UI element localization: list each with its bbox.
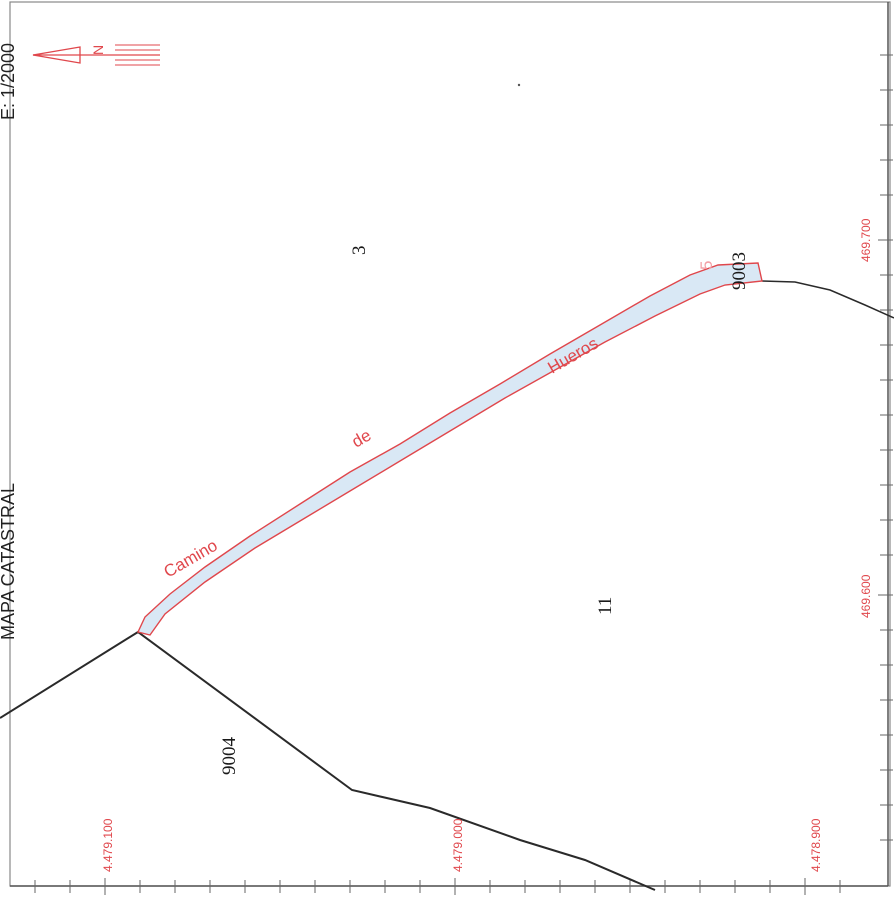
road-polygon — [137, 262, 763, 636]
north-arrow-icon: N — [32, 44, 160, 66]
map-title: MAPA CATASTRAL — [0, 483, 18, 640]
north-label: N — [90, 45, 106, 55]
map-dot — [517, 83, 521, 87]
parcel-label-9004: 9004 — [219, 737, 240, 776]
parcel-label-11: 11 — [595, 597, 616, 615]
coord-right-2: 469.600 — [859, 574, 873, 618]
coord-bottom-2: 4.479.000 — [451, 818, 465, 872]
parcel-label-3: 3 — [349, 246, 370, 256]
map-scale: E: 1/2000 — [0, 43, 18, 120]
parcel-boundary-west — [0, 630, 656, 891]
bottom-ticks — [34, 878, 841, 895]
parcel-label-9003: 9003 — [729, 252, 750, 290]
right-ticks — [878, 54, 893, 841]
parcel-boundary-east — [761, 280, 894, 319]
map-frame — [9, 1, 891, 887]
coord-right-1: 469.700 — [859, 218, 873, 262]
road-label-de: de — [349, 426, 375, 452]
coord-bottom-1: 4.479.100 — [101, 818, 115, 872]
coord-bottom-3: 4.478.900 — [809, 818, 823, 872]
parcel-ghost-label: 5 — [697, 261, 716, 270]
